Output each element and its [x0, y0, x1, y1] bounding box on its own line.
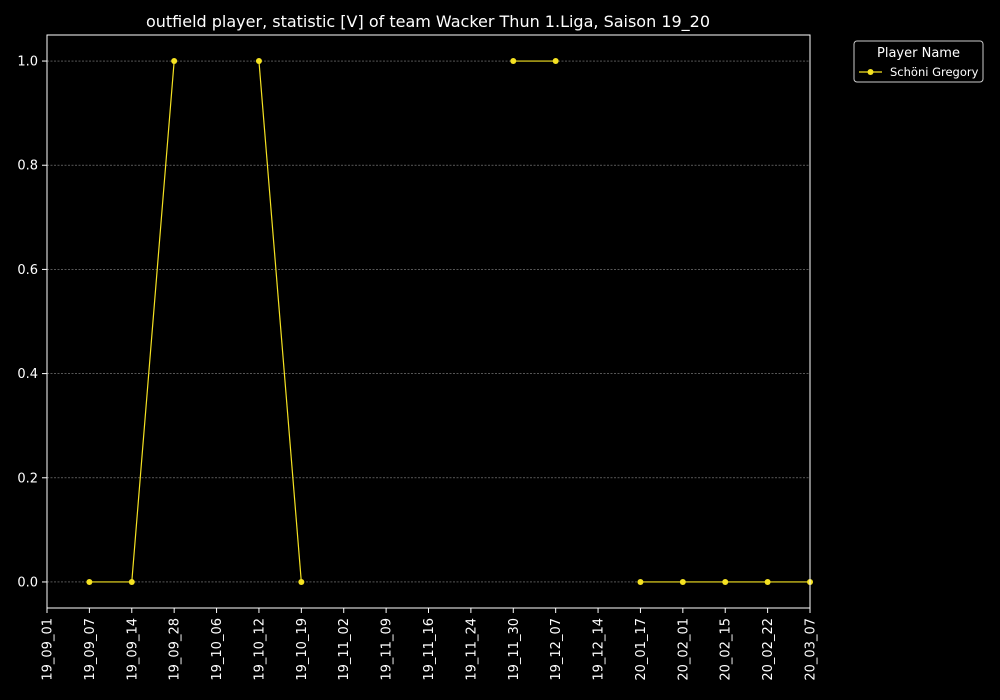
- x-tick-label: 20_02_22: [761, 618, 776, 681]
- x-tick-label: 19_09_28: [168, 618, 183, 681]
- x-tick-label: 19_11_30: [507, 618, 522, 681]
- data-point: [298, 578, 305, 585]
- y-tick-label: 0.4: [17, 367, 38, 382]
- data-point: [764, 578, 771, 585]
- data-point: [255, 58, 262, 65]
- x-axis: 19_09_01 19_09_07 19_09_14 19_09_28 19_10_06…: [41, 608, 819, 681]
- y-tick-label: 1.0: [17, 55, 38, 70]
- legend: Player Name Schöni Gregory: [853, 40, 984, 83]
- chart-title: outfield player, statistic [V] of team W…: [146, 12, 710, 32]
- x-tick-label: 19_09_07: [83, 618, 98, 681]
- x-tick-label: 19_09_14: [125, 618, 140, 681]
- data-point: [510, 58, 517, 65]
- x-tick-label: 20_02_15: [719, 618, 734, 681]
- x-tick-label: 19_11_24: [464, 618, 479, 681]
- x-tick-label: 19_11_16: [422, 618, 437, 681]
- y-tick-label: 0.8: [17, 159, 38, 174]
- series-line: [258, 60, 302, 583]
- series-layer: [86, 58, 813, 585]
- plot-frame: [46, 34, 811, 609]
- data-point: [679, 578, 686, 585]
- legend-marker-swatch: [867, 69, 874, 75]
- x-tick-label: 20_02_01: [676, 618, 691, 681]
- series-line: [89, 60, 175, 583]
- y-axis: 0.0 0.2 0.4 0.6 0.8 1.0: [17, 55, 47, 590]
- y-tick-label: 0.6: [17, 263, 38, 278]
- data-point: [637, 578, 644, 585]
- x-tick-label: 19_10_06: [210, 618, 225, 681]
- x-tick-label: 19_11_09: [380, 618, 395, 681]
- legend-box: [853, 40, 984, 83]
- y-tick-label: 0.0: [17, 575, 38, 590]
- y-tick-label: 0.2: [17, 471, 38, 486]
- x-tick-label: 20_03_07: [804, 618, 819, 681]
- x-tick-label: 19_10_19: [295, 618, 310, 681]
- x-tick-label: 19_12_14: [592, 618, 607, 681]
- legend-title: Player Name: [877, 46, 960, 61]
- legend-label: Schöni Gregory: [890, 65, 979, 79]
- x-tick-label: 19_11_02: [337, 618, 352, 681]
- x-tick-label: 19_10_12: [252, 618, 267, 681]
- x-tick-label: 19_12_07: [549, 618, 564, 681]
- data-point: [552, 58, 559, 65]
- grid-lines: [47, 60, 810, 583]
- x-tick-label: 19_09_01: [41, 618, 56, 681]
- data-point: [128, 578, 135, 585]
- data-point: [722, 578, 729, 585]
- data-point: [86, 578, 93, 585]
- x-tick-label: 20_01_17: [634, 618, 649, 681]
- data-point: [171, 58, 178, 65]
